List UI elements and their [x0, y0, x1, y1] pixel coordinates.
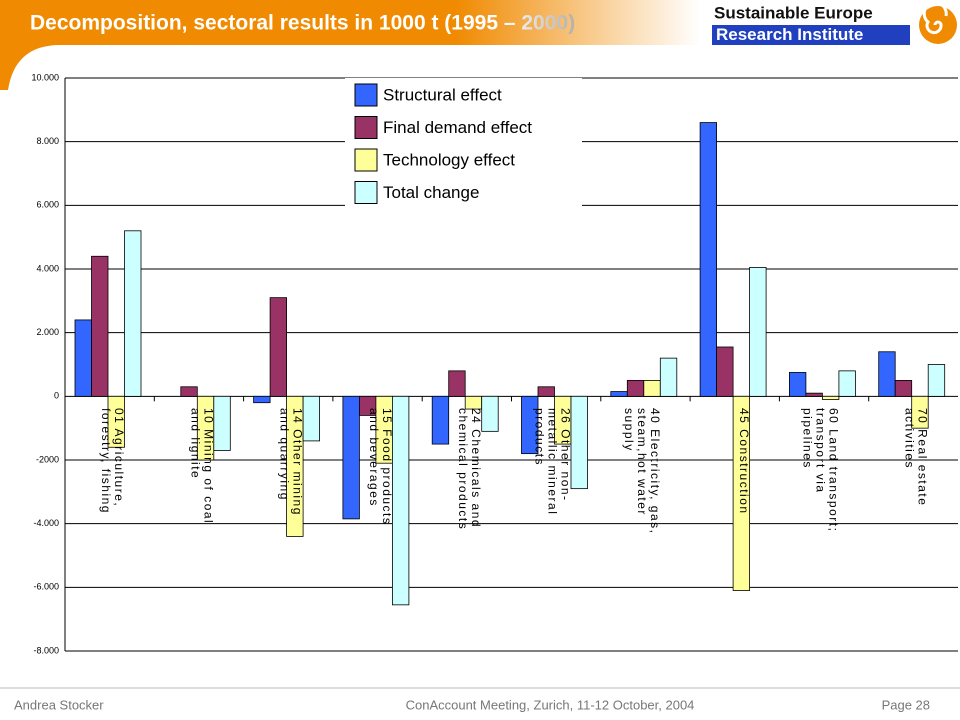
- bar: [302, 395, 321, 442]
- bar: [838, 370, 856, 397]
- bar: [911, 395, 929, 429]
- x-tick-label: 40 Electricity, gas, steam,hot water sup…: [621, 408, 662, 535]
- logo-box: [712, 25, 910, 45]
- legend-label: Technology effect: [383, 150, 515, 169]
- bar: [124, 230, 142, 397]
- y-tick-label: 0: [54, 391, 59, 401]
- y-tick-label: -6.000: [33, 582, 59, 592]
- bar: [213, 395, 231, 451]
- bar: [180, 386, 198, 397]
- bar: [789, 372, 807, 397]
- legend-label: Final demand effect: [383, 118, 532, 137]
- bar: [610, 391, 628, 397]
- y-tick-label: 6.000: [36, 200, 59, 210]
- x-tick-label: 45 Construction: [737, 408, 752, 515]
- bar: [716, 346, 734, 397]
- bar: [342, 395, 360, 520]
- y-tick-label: -2000: [36, 454, 59, 464]
- x-tick-label: 15 Food products and beverages: [366, 408, 394, 526]
- bar: [74, 319, 92, 397]
- header-band: [0, 0, 700, 90]
- legend-swatch: [354, 181, 378, 204]
- bar: [521, 395, 539, 455]
- bar: [659, 357, 678, 397]
- y-tick-label: 4.000: [36, 263, 59, 273]
- x-tick-label: 14 Other mining and quarrying: [277, 408, 305, 517]
- x-tick-label: 01 Agriculture, forestry, fishing: [99, 408, 126, 515]
- bar: [431, 395, 450, 445]
- x-tick-label: 26 Other non-metallic mineral products: [532, 408, 573, 516]
- bar: [253, 395, 271, 404]
- y-tick-label: 8.000: [36, 136, 59, 146]
- y-tick-label: 10.000: [31, 72, 59, 82]
- bar: [805, 392, 823, 397]
- bar: [91, 255, 109, 397]
- x-tick-label: 10 Mining of coal and lignite: [188, 408, 216, 525]
- bar: [732, 395, 750, 591]
- bar: [286, 395, 304, 537]
- footer-page: Page 28: [882, 697, 930, 712]
- bar: [749, 267, 767, 397]
- legend-swatch: [354, 148, 378, 172]
- bar: [927, 364, 946, 397]
- y-tick-label: -8.000: [33, 645, 59, 655]
- footer-author: Andrea Stocker: [14, 697, 104, 712]
- legend-label: Structural effect: [383, 85, 502, 104]
- bar: [448, 370, 466, 397]
- bar: [626, 380, 645, 397]
- bar: [464, 395, 483, 410]
- bar: [822, 395, 840, 400]
- legend-box: [345, 78, 582, 210]
- bar: [570, 395, 588, 490]
- logo-text: Sustainable Europe: [714, 3, 873, 22]
- x-tick-label: 70 Real estate activities: [902, 408, 930, 507]
- legend-label: Total change: [383, 183, 479, 202]
- bar: [699, 122, 717, 397]
- legend-swatch: [354, 116, 378, 139]
- logo-spiral: [922, 1, 948, 35]
- x-tick-label: 60 Land transport; transport via pipelin…: [800, 408, 841, 533]
- bar: [537, 386, 555, 397]
- footer-event: ConAccount Meeting, Zurich, 11-12 Octobe…: [406, 697, 695, 712]
- bar: [894, 380, 913, 397]
- x-tick-label: 24 Chemicals and chemical products: [456, 408, 484, 531]
- logo-text: Research Institute: [716, 25, 863, 44]
- bar: [107, 395, 125, 448]
- bar: [643, 380, 661, 397]
- bar: [391, 395, 410, 606]
- y-tick-label: -4.000: [33, 518, 59, 528]
- bar: [878, 351, 896, 397]
- y-tick-label: 2.000: [36, 327, 59, 337]
- legend-swatch: [354, 83, 378, 107]
- bar: [269, 297, 288, 397]
- bar: [481, 395, 499, 432]
- title: Decomposition, sectoral results in 1000 …: [30, 12, 575, 35]
